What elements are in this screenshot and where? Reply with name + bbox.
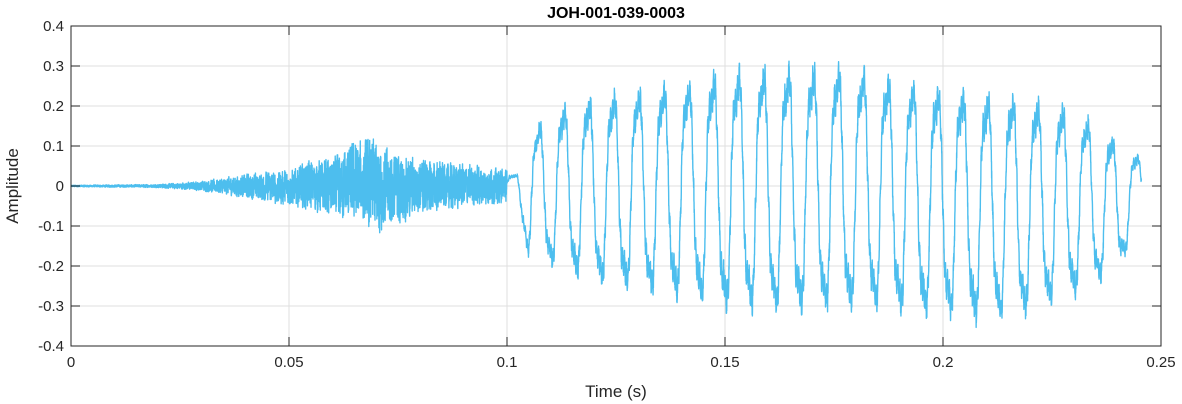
y-tick-label: -0.2	[38, 258, 64, 275]
y-tick-label: 0.1	[43, 138, 64, 155]
y-tick-label: -0.3	[38, 298, 64, 315]
x-axis-label: Time (s)	[585, 382, 647, 401]
x-tick-label: 0	[67, 354, 75, 371]
chart-title: JOH-001-039-0003	[547, 5, 685, 22]
y-tick-label: -0.4	[38, 338, 64, 355]
y-tick-label: 0	[56, 178, 64, 195]
y-tick-label: 0.3	[43, 58, 64, 75]
x-tick-label: 0.1	[497, 354, 518, 371]
y-tick-label: 0.4	[43, 18, 64, 35]
y-axis-label: Amplitude	[3, 148, 22, 224]
y-axis: -0.4 -0.3 -0.2 -0.1 0 0.1 0.2 0.3 0.4	[38, 18, 1161, 355]
x-axis: 0 0.05 0.1 0.15 0.2 0.25	[67, 26, 1176, 371]
waveform-line	[70, 60, 1143, 329]
x-tick-label: 0.2	[933, 354, 954, 371]
y-tick-label: 0.2	[43, 98, 64, 115]
x-tick-label: 0.25	[1146, 354, 1175, 371]
x-tick-label: 0.05	[274, 354, 303, 371]
y-tick-label: -0.1	[38, 218, 64, 235]
x-tick-label: 0.15	[710, 354, 739, 371]
